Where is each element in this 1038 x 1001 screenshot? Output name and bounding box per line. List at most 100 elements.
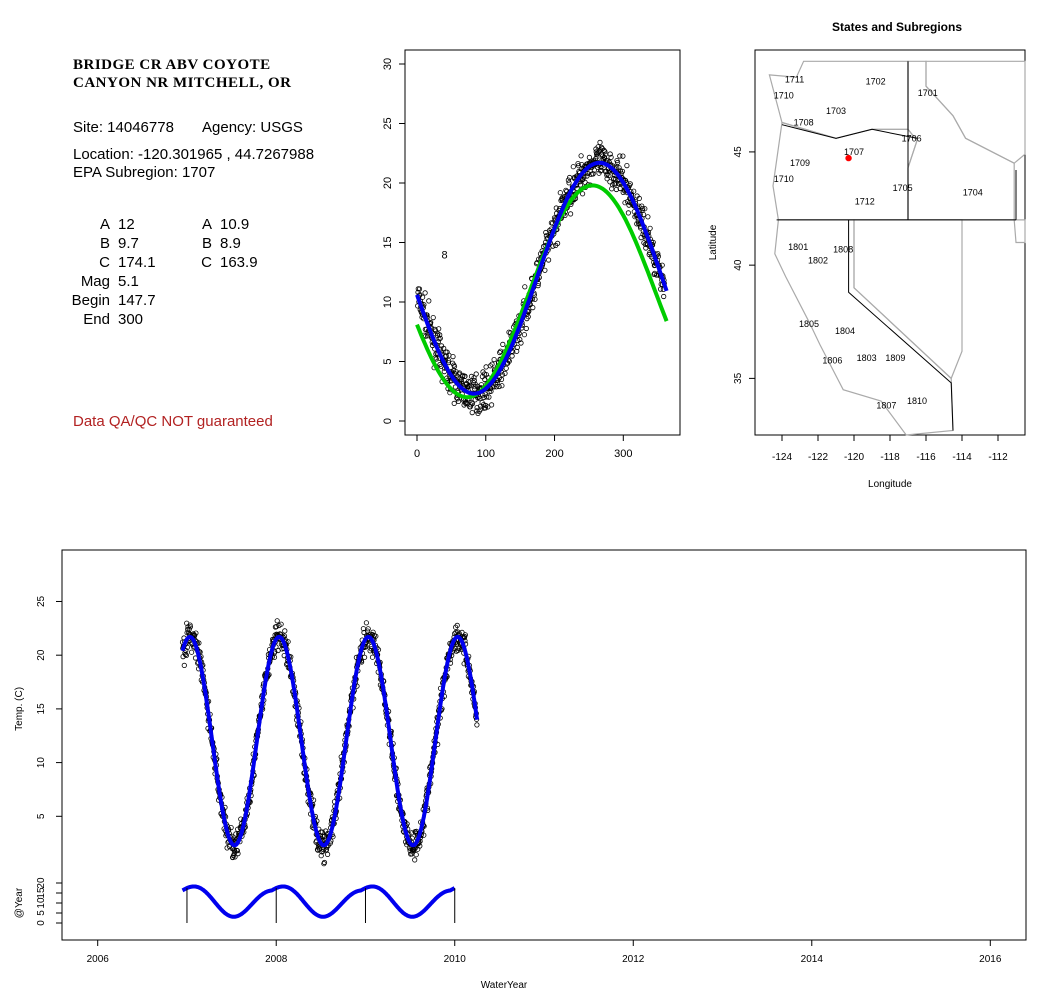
scatter-points [415,139,667,416]
ts-x-tick-label-1: 2008 [265,954,288,965]
coef-value-left-4: 147.7 [118,292,156,309]
point [523,325,529,332]
ts-x-tick-label-5: 2016 [979,954,1002,965]
subregion-label-22: 1810 [907,396,927,406]
subregion-label-12: 1712 [855,197,875,207]
point [422,290,428,296]
map-y-tick-label-2: 45 [733,146,744,158]
point [437,335,443,341]
ts-x-tick-label-0: 2006 [87,954,110,965]
coef-label-left-4: Begin [71,292,110,309]
y-tick-label-6: 30 [382,58,394,70]
x-tick-label-1: 100 [477,448,495,460]
point [489,402,495,408]
point [412,857,418,863]
fit-curve-green [415,183,669,400]
point [497,349,503,356]
point [232,854,238,860]
station-name-line2: CANYON NR MITCHELL, OR [73,75,292,91]
x-tick-label-2: 200 [545,448,563,460]
point [228,824,234,831]
state-ut [1013,219,1026,244]
map-x-tick-label-5: -114 [952,452,972,463]
epa-subregion: EPA Subregion: 1707 [73,164,216,181]
ts-x-tick-label-3: 2012 [622,954,645,965]
subregion-label-0: 1711 [785,74,804,84]
point [499,372,506,378]
point [365,626,371,632]
coef-label-left-1: B [99,235,110,252]
location: Location: -120.301965 , 44.7267988 [73,146,315,163]
point [370,629,376,635]
point [620,153,626,159]
point [617,168,623,174]
station-name: BRIDGE CR ABV COYOTE CANYON NR MITCHELL,… [73,56,292,92]
region-boundary-3 [781,124,918,139]
point [500,341,506,347]
point [437,332,443,338]
point [462,373,468,379]
ts-y-tick-label-1: 10 [36,757,47,769]
subregion-label-9: 1710 [774,174,794,184]
point [285,639,291,645]
point [193,630,199,636]
coef-label-left-3: Mag [80,273,110,290]
subregion-label-18: 1806 [822,355,842,365]
point [581,174,587,180]
point [622,200,628,206]
point [434,333,441,339]
point [234,848,240,854]
station-name-line1: BRIDGE CR ABV COYOTE [73,57,271,73]
point [235,850,241,857]
point [645,214,651,220]
lower-y-tick-label-4: 20 [36,877,47,889]
point [482,405,489,411]
point [456,370,463,376]
plot-frame [404,49,681,436]
point [647,225,653,231]
subregion-label-19: 1803 [857,353,877,363]
point [187,624,193,630]
point [657,286,664,292]
subregion-label-11: 1704 [963,188,983,198]
point [455,398,462,404]
point [271,654,278,660]
subregion-label-16: 1805 [799,319,819,329]
point [576,163,582,169]
point [469,400,476,407]
ts-x-tick-label-2: 2010 [444,954,467,965]
point [514,344,520,350]
point [454,622,460,629]
point [192,633,198,639]
point [318,853,324,859]
coef-value-left-1: 9.7 [118,235,139,252]
map-title: States and Subregions [832,20,962,34]
y-tick-label-0: 0 [382,418,394,424]
ts-fit-curve [180,634,480,848]
point [425,333,431,339]
point [281,633,288,639]
point [517,336,523,343]
coef-label-right-1: B [201,235,212,252]
coef-label-left-2: C [99,254,110,271]
point [231,847,237,853]
point [468,373,475,379]
state-mt [925,60,1026,164]
point [426,298,432,304]
point [282,628,288,634]
lower-year-curve [181,884,456,919]
map-y-tick-label-1: 40 [733,259,744,271]
point [466,383,473,389]
y-tick-label-4: 20 [382,177,394,189]
coef-label-right-0: A [201,216,212,233]
point [627,181,633,187]
point [506,358,512,364]
point [624,163,630,169]
subregion-label-10: 1705 [893,183,913,193]
point [189,649,195,655]
outlier-label: 8 [441,249,447,261]
point [542,267,548,273]
subregion-map: States and Subregions -124 -122 -120 -118 -11… [708,20,1026,490]
point [613,186,619,193]
subregion-label-14: 1808 [833,244,853,254]
